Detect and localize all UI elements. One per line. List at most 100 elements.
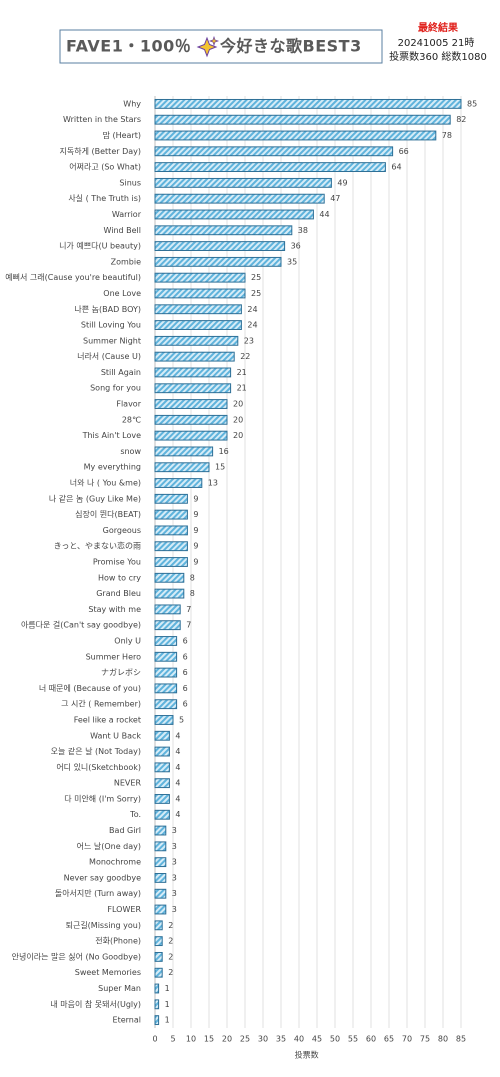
data-label: 9 [193, 494, 198, 503]
x-tick-label: 75 [420, 1035, 430, 1044]
bar [154, 857, 167, 868]
y-tick-label: ナガレボシ [101, 667, 141, 677]
bar [154, 778, 170, 789]
data-label: 3 [172, 826, 177, 835]
annotation: 投票数360 総数1080 [389, 50, 487, 63]
y-tick-label: Still Again [101, 368, 141, 377]
data-label: 20 [233, 431, 243, 440]
x-tick-label: 65 [384, 1035, 394, 1044]
y-tick-label: 사실 ( The Truth is) [68, 193, 141, 203]
y-tick-label: 맘 (Heart) [103, 130, 141, 140]
data-label: 2 [168, 968, 173, 977]
y-tick-label: 어디 있니(Sketchbook) [56, 762, 141, 772]
y-tick-label: NEVER [114, 779, 142, 788]
bar [154, 335, 239, 346]
x-tick-label: 35 [276, 1035, 286, 1044]
y-tick-label: 28℃ [122, 415, 141, 424]
x-tick-label: 45 [312, 1035, 322, 1044]
y-tick-label: One Love [103, 289, 141, 298]
x-tick-label: 80 [438, 1035, 448, 1044]
y-tick-label: 안녕이라는 말은 싫어 (No Goodbye) [12, 951, 141, 961]
data-label: 3 [172, 873, 177, 882]
y-tick-label: 심장이 뛴다(BEAT) [75, 509, 141, 519]
bar [154, 320, 242, 330]
data-label: 24 [247, 321, 257, 330]
data-label: 4 [175, 747, 180, 756]
bar [154, 951, 163, 962]
data-label: 6 [183, 636, 188, 645]
y-tick-label: Never say goodbye [64, 873, 142, 882]
bar [154, 98, 462, 109]
y-tick-label: 나쁜 놈(BAD BOY) [74, 305, 141, 314]
data-label: 4 [175, 779, 180, 788]
data-label: 21 [237, 368, 247, 377]
y-tick-label: Want U Back [90, 731, 141, 740]
bar [154, 936, 163, 947]
bar [154, 272, 246, 283]
y-tick-label: How to cry [98, 573, 141, 582]
data-label: 1 [165, 1016, 170, 1025]
x-tick-label: 30 [258, 1035, 268, 1044]
data-label: 20 [233, 400, 243, 409]
y-tick-label: 나 같은 놈 (Guy Like Me) [49, 493, 141, 503]
bar [154, 351, 235, 362]
y-tick-label: Warrior [112, 210, 142, 219]
data-label: 7 [186, 605, 191, 614]
y-tick-label: Song for you [90, 384, 141, 393]
data-label: 3 [172, 905, 177, 914]
data-label: 38 [298, 226, 308, 235]
y-tick-label: FLOWER [107, 905, 141, 914]
bar [154, 525, 188, 536]
data-label: 15 [215, 463, 225, 472]
y-tick-label: 돌아서지만 (Turn away) [55, 888, 141, 898]
data-label: 9 [193, 510, 198, 519]
y-tick-label: Summer Night [83, 336, 141, 345]
bar [154, 130, 437, 141]
data-label: 85 [467, 99, 477, 108]
data-label: 9 [193, 526, 198, 535]
data-label: 78 [442, 131, 452, 140]
y-tick-label: 너 때문에 (Because of you) [39, 683, 141, 693]
bar [154, 414, 228, 425]
bar [154, 967, 163, 978]
y-tick-label: Feel like a rocket [74, 715, 141, 724]
y-tick-label: 오늘 같은 날 (Not Today) [51, 746, 141, 756]
data-label: 64 [391, 163, 401, 172]
bar [154, 177, 332, 188]
bar [154, 367, 232, 378]
y-tick-label: Grand Bleu [96, 589, 141, 598]
bar [154, 888, 167, 899]
data-label: 4 [175, 763, 180, 772]
data-label: 8 [190, 573, 195, 582]
bar [154, 383, 232, 394]
y-tick-label: 어쩌라고 (So What) [69, 162, 141, 172]
y-tick-label: 어느 날(One day) [77, 841, 141, 851]
y-tick-label: Gorgeous [103, 526, 141, 535]
bar [154, 462, 210, 473]
sparkle-icon [196, 35, 220, 58]
y-tick-label: 지독하게 (Better Day) [60, 146, 141, 156]
data-label: 6 [183, 684, 188, 693]
title-box [59, 29, 383, 64]
x-tick-label: 55 [348, 1035, 358, 1044]
data-label: 23 [244, 336, 254, 345]
data-label: 1 [165, 984, 170, 993]
x-tick-label: 0 [152, 1035, 157, 1044]
y-tick-label: Bad Girl [109, 826, 141, 835]
bar [154, 699, 178, 710]
data-label: 44 [319, 210, 329, 219]
bar [154, 794, 170, 804]
y-tick-label: This Ain't Love [82, 431, 141, 440]
bar [154, 983, 160, 994]
bar [154, 541, 188, 552]
data-label: 4 [175, 810, 180, 819]
data-label: 36 [291, 242, 301, 251]
y-tick-label: Still Loving You [81, 321, 141, 330]
annotation: 最終結果 [418, 21, 459, 34]
bar [154, 873, 167, 883]
data-label: 2 [168, 952, 173, 961]
bar [154, 146, 394, 157]
y-tick-label: 너와 나 ( You &me) [70, 478, 141, 488]
data-label: 7 [186, 621, 191, 630]
y-tick-label: 다 미안해 (I'm Sorry) [64, 793, 141, 803]
